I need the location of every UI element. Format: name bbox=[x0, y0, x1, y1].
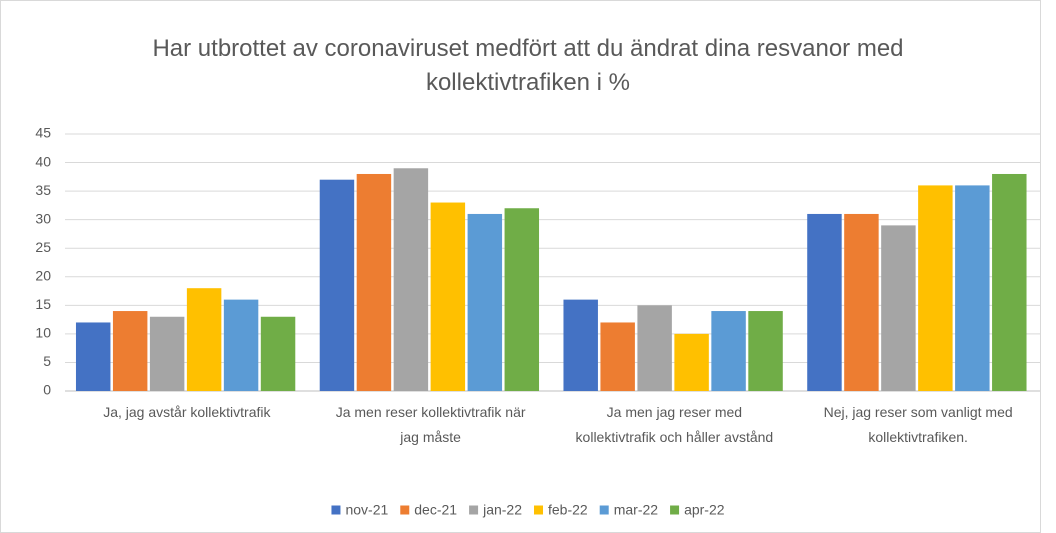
bar bbox=[430, 202, 466, 391]
y-tick-label: 30 bbox=[35, 210, 51, 226]
y-tick-label: 15 bbox=[35, 296, 51, 312]
legend-swatch bbox=[534, 505, 544, 515]
bar bbox=[393, 168, 429, 391]
chart-title: Har utbrottet av coronaviruset medfört a… bbox=[152, 35, 903, 96]
bar bbox=[186, 288, 222, 391]
bar bbox=[600, 322, 635, 391]
bar bbox=[356, 173, 392, 391]
bar bbox=[112, 311, 148, 391]
bar bbox=[467, 213, 503, 391]
legend-item: apr-22 bbox=[670, 502, 725, 518]
bar bbox=[149, 316, 185, 391]
legend-label: apr-22 bbox=[684, 502, 725, 518]
x-tick-label: Nej, jag reser som vanligt med kollektivt… bbox=[824, 404, 1013, 445]
bar bbox=[75, 322, 111, 391]
y-tick-label: 0 bbox=[43, 382, 51, 398]
legend-item: mar-22 bbox=[599, 502, 659, 518]
bar bbox=[992, 173, 1027, 391]
legend-item: jan-22 bbox=[469, 502, 522, 518]
bar bbox=[223, 299, 259, 391]
bar bbox=[637, 305, 672, 391]
legend-swatch bbox=[331, 505, 341, 515]
bar bbox=[918, 185, 953, 391]
legend-item: nov-21 bbox=[331, 502, 388, 518]
legend-label: feb-22 bbox=[548, 502, 588, 518]
bar bbox=[260, 316, 296, 391]
legend-label: jan-22 bbox=[482, 502, 522, 518]
y-tick-label: 10 bbox=[35, 325, 51, 341]
bar bbox=[807, 213, 842, 391]
bar bbox=[674, 333, 709, 391]
bar bbox=[563, 299, 598, 391]
bar bbox=[711, 311, 746, 391]
bar bbox=[504, 208, 540, 391]
legend-label: nov-21 bbox=[345, 502, 388, 518]
y-tick-label: 40 bbox=[35, 153, 51, 169]
y-tick-label: 45 bbox=[35, 125, 51, 141]
legend-swatch bbox=[400, 505, 410, 515]
y-tick-label: 5 bbox=[43, 353, 51, 369]
x-tick-label: Ja, jag avstår kollektivtrafik bbox=[103, 404, 271, 420]
bar bbox=[844, 213, 879, 391]
x-tick-label: Ja men jag reser med kollektivtrafik och … bbox=[576, 404, 774, 445]
bar bbox=[881, 225, 916, 391]
y-tick-label: 35 bbox=[35, 182, 51, 198]
bar bbox=[748, 311, 783, 391]
legend-swatch bbox=[599, 505, 609, 515]
legend-item: feb-22 bbox=[534, 502, 588, 518]
legend-label: mar-22 bbox=[614, 502, 659, 518]
legend-label: dec-21 bbox=[414, 502, 457, 518]
legend-swatch bbox=[670, 505, 680, 515]
legend-swatch bbox=[469, 505, 479, 515]
bar bbox=[319, 179, 355, 391]
legend-item: dec-21 bbox=[400, 502, 457, 518]
bar bbox=[955, 185, 990, 391]
x-tick-label: Ja men reser kollektivtrafik när jag måst… bbox=[336, 404, 526, 445]
y-tick-label: 20 bbox=[35, 267, 51, 283]
y-tick-label: 25 bbox=[35, 239, 51, 255]
